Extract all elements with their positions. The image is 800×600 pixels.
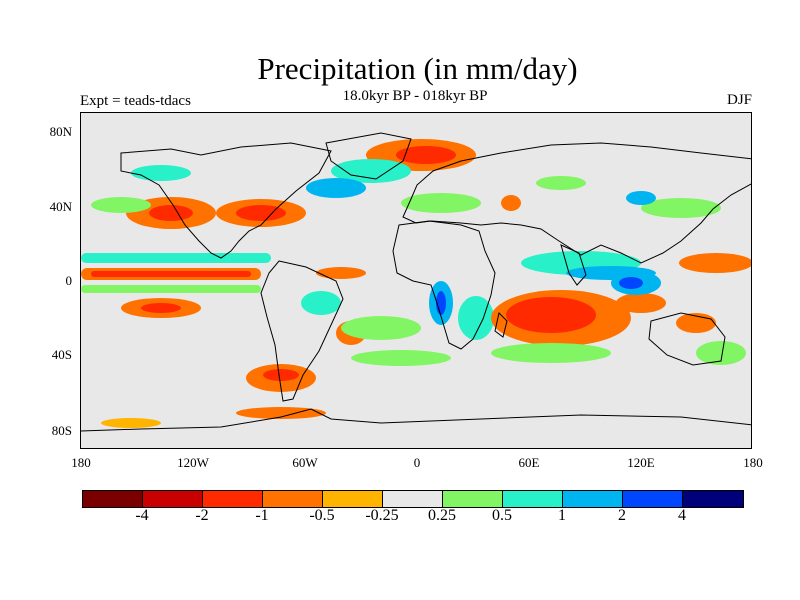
anomaly-region (91, 271, 251, 277)
anomaly-region (491, 343, 611, 363)
anomaly-region (536, 176, 586, 190)
anomaly-region (458, 296, 494, 340)
legend-label: 0.25 (428, 507, 456, 524)
anomaly-region (91, 197, 151, 213)
legend-label: -2 (195, 507, 209, 524)
anomaly-region (301, 291, 341, 315)
anomaly-region (81, 253, 271, 263)
anomaly-region (501, 195, 521, 211)
legend-label: 2 (618, 507, 626, 524)
legend-label: -0.25 (365, 507, 399, 524)
anomaly-region (616, 293, 666, 313)
chart-subtitle: 18.0kyr BP - 018kyr BP (342, 88, 488, 104)
lon-tick-label: 180 (743, 455, 763, 470)
lon-tick-label: 180 (71, 455, 91, 470)
anomaly-region (236, 205, 286, 221)
lat-tick-label: 80N (49, 124, 72, 139)
chart-title: Precipitation (in mm/day) (257, 51, 578, 86)
legend-label: 0.5 (492, 507, 512, 524)
anomaly-region (619, 277, 643, 289)
anomaly-region (626, 191, 656, 205)
legend-swatch (263, 491, 323, 507)
anomaly-region (101, 418, 161, 428)
legend-swatch (683, 491, 743, 507)
anomaly-region (316, 267, 366, 279)
anomaly-region (696, 341, 746, 365)
lon-tick-label: 60W (292, 455, 318, 470)
legend-swatch (323, 491, 383, 507)
lat-tick-label: 0 (65, 273, 73, 288)
map-panel (80, 112, 752, 449)
coastlines (81, 132, 751, 432)
coast-madagascar (494, 312, 508, 338)
anomaly-region (149, 205, 193, 221)
lat-tick-label: 80S (51, 423, 72, 438)
legend-label: -4 (135, 507, 149, 524)
anomaly-region (641, 198, 721, 218)
coast-greenland (325, 132, 412, 180)
lon-tick-label: 60E (518, 455, 540, 470)
legend-label: 1 (558, 507, 566, 524)
legend-label: -0.5 (309, 507, 335, 524)
anomaly-region (81, 285, 261, 293)
anomaly-region (263, 369, 299, 381)
anomaly-region (401, 193, 481, 213)
coast-south-america (260, 260, 344, 402)
anomaly-region (141, 303, 181, 313)
legend-swatch (203, 491, 263, 507)
coast-antarctica (81, 408, 751, 432)
precip-field (81, 139, 751, 428)
anomaly-region (506, 297, 596, 333)
lat-tick-label: 40N (49, 199, 72, 214)
season-label: DJF (726, 92, 752, 108)
anomaly-region (306, 178, 366, 198)
legend-label: -1 (255, 507, 269, 524)
lon-tick-label: 120W (177, 455, 209, 470)
lon-tick-label: 0 (413, 455, 421, 470)
legend-swatch (383, 491, 443, 507)
anomaly-region (679, 253, 751, 273)
coast-africa (392, 220, 496, 350)
legend-swatch (443, 491, 503, 507)
anomaly-region (341, 316, 421, 340)
lat-tick-label: 40S (51, 347, 72, 362)
coast-eurasia (402, 142, 751, 264)
coast-australia (648, 312, 726, 366)
legend-colorbar (82, 490, 744, 508)
anomaly-region (351, 350, 451, 366)
legend-swatch (143, 491, 203, 507)
legend-label: 4 (678, 507, 686, 524)
anomaly-region (236, 407, 326, 419)
legend-swatch (563, 491, 623, 507)
legend-swatch (503, 491, 563, 507)
legend-swatch (83, 491, 143, 507)
anomaly-region (331, 159, 411, 183)
coast-north-america (120, 142, 332, 259)
map-canvas (81, 132, 751, 432)
coast-india (560, 244, 587, 286)
experiment-label: Expt = teads-tdacs (80, 93, 191, 109)
anomaly-region (396, 146, 456, 164)
lon-tick-label: 120E (627, 455, 655, 470)
anomaly-region (131, 165, 191, 181)
legend-swatch (623, 491, 683, 507)
